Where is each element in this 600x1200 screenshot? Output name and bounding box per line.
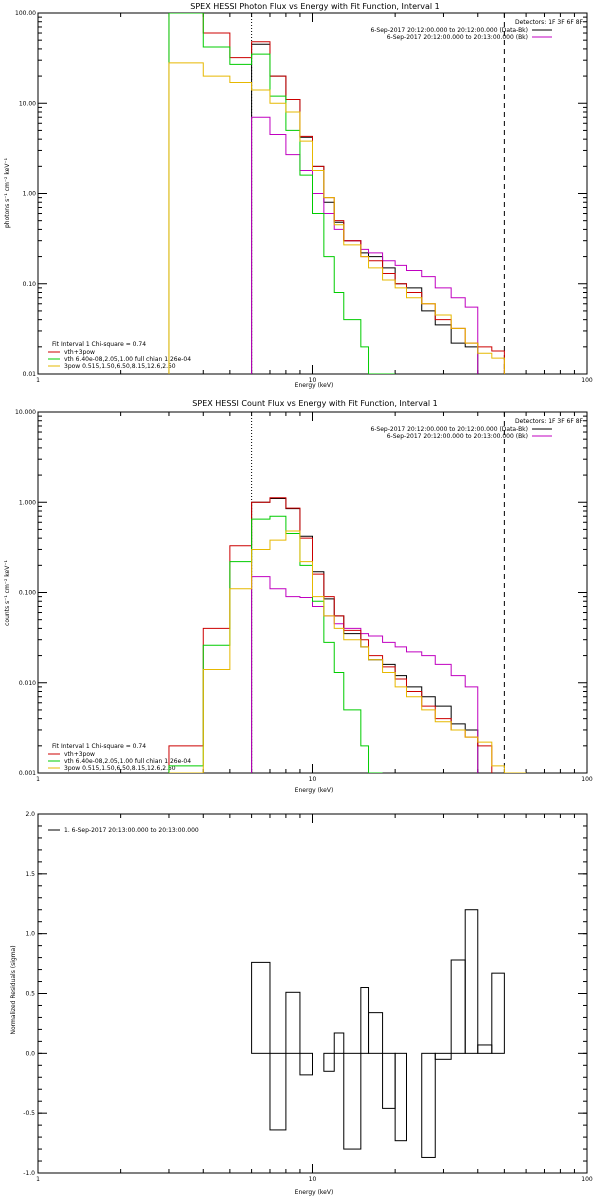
residuals-panel: 1. 6-Sep-2017 20:13:00.000 to 20:13:00.0… — [10, 811, 593, 1196]
residual-bar — [464, 909, 479, 1054]
photon-legend-model: vth+3pow — [64, 349, 95, 356]
x-tick-label: 10 — [309, 1176, 317, 1183]
residual-bar — [434, 1052, 452, 1060]
component1-series-line — [168, 515, 383, 773]
residual-bar — [491, 972, 505, 1054]
residual-bar — [269, 1052, 287, 1131]
photon-fit-info: Fit Interval 1 Chi-square = 0.74 — [52, 341, 146, 348]
plot-area — [251, 909, 505, 1158]
x-tick-label: 1 — [36, 377, 40, 384]
y-tick-label: 0.0 — [25, 1050, 35, 1057]
x-tick-label: 10 — [309, 776, 317, 783]
residuals-x-axis-label: Energy (keV) — [295, 1189, 334, 1196]
plot-area — [168, 497, 527, 773]
residual-bar — [394, 1052, 407, 1142]
residual-bar — [360, 987, 370, 1054]
photon-legend-background: 6-Sep-2017 20:12:00.000 to 20:13:00.000 … — [387, 34, 528, 41]
count-flux-panel: SPEX HESSI Count Flux vs Energy with Fit… — [4, 399, 593, 794]
residual-bar — [450, 959, 466, 1054]
y-tick-label: 0.010 — [19, 680, 36, 687]
residual-bar — [251, 961, 271, 1054]
count-legend-background: 6-Sep-2017 20:12:00.000 to 20:13:00.000 … — [387, 433, 528, 440]
x-tick-label: 100 — [581, 377, 593, 384]
residuals-y-axis-label: Normalized Residuals (sigma) — [10, 945, 17, 1034]
background-series-line — [251, 116, 479, 374]
x-tick-label: 100 — [581, 776, 593, 783]
y-tick-label: 0.10 — [23, 281, 37, 288]
residual-bar — [343, 1052, 362, 1150]
y-tick-label: 2.0 — [25, 811, 35, 818]
y-tick-label: 100.00 — [15, 10, 36, 17]
model-series-line — [168, 497, 493, 773]
y-tick-label: -0.5 — [23, 1110, 35, 1117]
x-tick-label: 10 — [309, 377, 317, 384]
residual-bar — [368, 1012, 384, 1054]
photon-legend-component1: vth 6.40e-08,2.05,1.00 full chian 1.26e-… — [64, 356, 191, 363]
y-tick-label: -1.0 — [23, 1170, 35, 1177]
x-tick-label: 1 — [36, 776, 40, 783]
component2-series-line — [168, 530, 527, 773]
residual-bar — [333, 1032, 345, 1054]
photon-flux-panel: SPEX HESSI Photon Flux vs Energy with Fi… — [4, 2, 593, 389]
count-flux-title: SPEX HESSI Count Flux vs Energy with Fit… — [192, 399, 437, 408]
photon-legend-data: 6-Sep-2017 20:12:00.000 to 20:12:00.000 … — [370, 27, 528, 34]
residuals-legend: 1. 6-Sep-2017 20:13:00.000 to 20:13:00.0… — [64, 827, 199, 834]
component2-series-line — [168, 62, 505, 374]
residual-bar — [323, 1052, 335, 1072]
x-tick-label: 1 — [36, 1176, 40, 1183]
background-series-line — [251, 576, 479, 773]
y-tick-label: 1.00 — [23, 191, 37, 198]
photon-legend-component2: 3pow 0.515,1.50,6.50,8.15,12.6,2.50 — [64, 363, 176, 370]
y-tick-label: 1.0 — [25, 931, 35, 938]
y-tick-label: 0.01 — [23, 371, 37, 378]
photon-y-axis-label: photons s⁻¹ cm⁻² keV⁻¹ — [4, 157, 11, 228]
count-y-axis-label: counts s⁻¹ cm⁻² keV⁻¹ — [4, 560, 11, 626]
y-tick-label: 10.00 — [19, 100, 36, 107]
count-detectors-label: Detectors: 1F 3F 6F 8F — [515, 418, 584, 425]
photon-detectors-label: Detectors: 1F 3F 6F 8F — [515, 19, 584, 26]
count-legend-model: vth+3pow — [64, 751, 95, 758]
count-legend-component2: 3pow 0.515,1.50,6.50,8.15,12.6,2.50 — [64, 765, 176, 772]
count-x-axis-label: Energy (keV) — [295, 787, 334, 794]
residual-bar — [477, 1044, 493, 1054]
residual-bar — [285, 991, 301, 1054]
residual-bar — [382, 1052, 396, 1109]
count-fit-info: Fit Interval 1 Chi-square = 0.74 — [52, 743, 146, 750]
y-tick-label: 1.000 — [19, 499, 36, 506]
model-series-line — [168, 13, 505, 374]
count-legend-component1: vth 6.40e-08,2.05,1.00 full chian 1.26e-… — [64, 758, 191, 765]
y-tick-label: 10.000 — [15, 409, 36, 416]
residual-bar — [421, 1052, 436, 1158]
x-tick-label: 100 — [581, 1176, 593, 1183]
y-tick-label: 0.5 — [25, 991, 35, 998]
component1-series-line — [168, 13, 396, 374]
count-legend-data: 6-Sep-2017 20:12:00.000 to 20:12:00.000 … — [370, 426, 528, 433]
photon-x-axis-label: Energy (keV) — [295, 382, 334, 389]
y-tick-label: 0.100 — [19, 590, 36, 597]
residual-bar — [299, 1052, 314, 1076]
y-tick-label: 1.5 — [25, 871, 35, 878]
y-tick-label: 0.001 — [19, 770, 36, 777]
plot-area — [168, 13, 505, 374]
photon-flux-title: SPEX HESSI Photon Flux vs Energy with Fi… — [190, 2, 440, 11]
